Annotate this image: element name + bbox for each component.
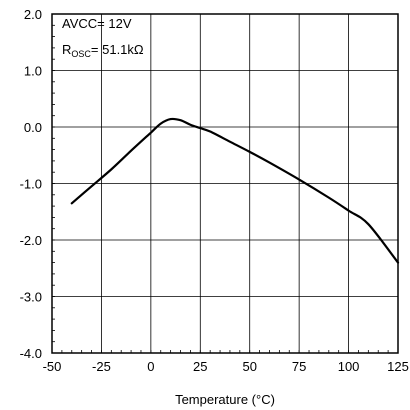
tick-labels: -50 -25 0 25 50 75 100 125 2.0 1.0 0.0 -1.0 -2.0 -3.0…: [20, 7, 409, 374]
annotation-rosc: ROSC= 51.1kΩ: [62, 42, 144, 59]
y-tick-label: 1.0: [24, 64, 42, 79]
x-tick-label: 0: [147, 359, 154, 374]
x-tick-label: 25: [193, 359, 207, 374]
y-tick-label: -2.0: [20, 233, 42, 248]
y-tick-label: -1.0: [20, 177, 42, 192]
annotation-avcc: AVCC= 12V: [62, 16, 132, 31]
y-tick-label: -3.0: [20, 290, 42, 305]
y-tick-label: -4.0: [20, 346, 42, 361]
y-tick-label: 2.0: [24, 7, 42, 22]
annotation-rosc-main: R: [62, 42, 71, 57]
x-tick-label: -25: [92, 359, 111, 374]
x-tick-label: 75: [292, 359, 306, 374]
series-line: [70, 117, 400, 264]
tick-marks: [51, 13, 399, 354]
grid: [52, 14, 398, 353]
y-tick-label: 0.0: [24, 120, 42, 135]
x-tick-label: 50: [242, 359, 256, 374]
x-axis-title: Temperature (°C): [175, 392, 275, 407]
x-tick-label: -50: [43, 359, 62, 374]
annotation-rosc-value: = 51.1kΩ: [91, 42, 144, 57]
annotation-rosc-sub: OSC: [71, 49, 91, 59]
x-tick-label: 100: [338, 359, 360, 374]
x-tick-label: 125: [387, 359, 409, 374]
series: [70, 117, 400, 264]
